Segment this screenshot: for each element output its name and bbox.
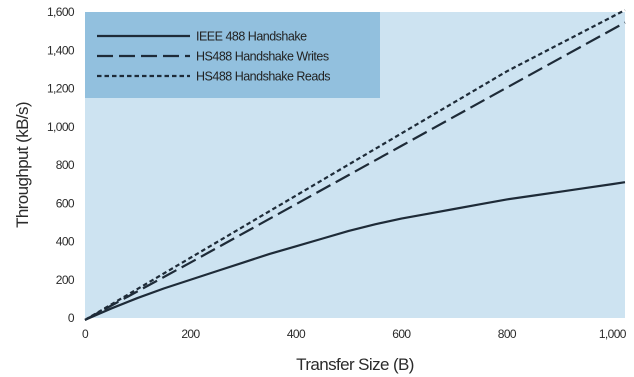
legend-label-ieee-488-handshake: IEEE 488 Handshake [196,30,307,44]
y-tick-label: 1,200 [47,82,75,96]
x-tick-label: 400 [287,327,306,341]
x-tick-label: 1,000 [599,327,627,341]
x-tick-label: 0 [82,327,89,341]
y-tick-label: 1,400 [47,43,75,57]
y-tick-label: 200 [56,273,75,287]
series-line-hs488-handshake-writes [84,21,626,321]
x-tick-label: 600 [392,327,411,341]
y-axis-title: Throughput (kB/s) [13,102,32,228]
y-tick-label: 1,600 [47,5,75,19]
x-axis-ticks: 0 200 400 600 800 1,000 [82,327,627,341]
y-axis-ticks: 0 200 400 600 800 1,000 1,200 1,400 1,600 [47,5,76,325]
legend-label-hs488-handshake-writes: HS488 Handshake Writes [196,50,329,64]
series-layer [84,9,626,321]
series-line-hs488-handshake-reads [84,9,626,321]
series-line-ieee-488-handshake [84,181,626,321]
legend: IEEE 488 Handshake HS488 Handshake Writes… [85,12,380,98]
x-tick-label: 200 [181,327,200,341]
y-tick-label: 400 [56,235,75,249]
y-tick-label: 0 [68,311,75,325]
y-tick-label: 600 [56,196,75,210]
x-axis-title: Transfer Size (B) [296,355,414,374]
y-tick-label: 800 [56,158,75,172]
x-tick-label: 800 [498,327,517,341]
legend-label-hs488-handshake-reads: HS488 Handshake Reads [196,70,330,84]
y-tick-label: 1,000 [47,120,75,134]
